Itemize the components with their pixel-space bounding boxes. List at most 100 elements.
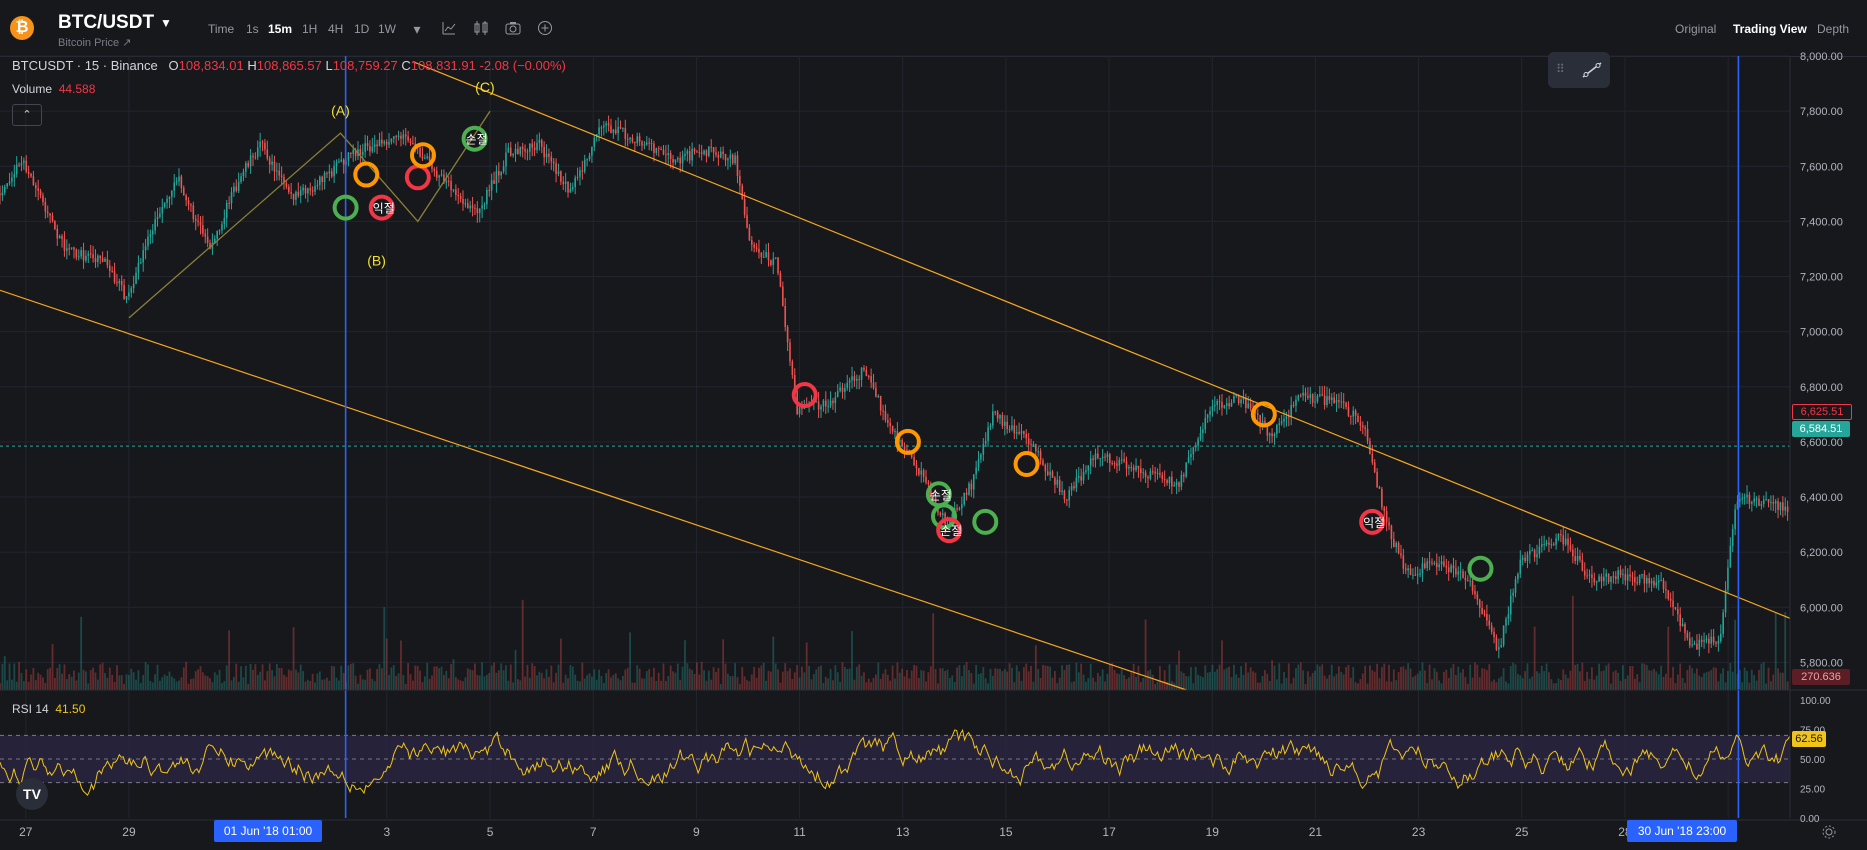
volume-bar	[650, 676, 653, 690]
pair-dropdown-caret-icon[interactable]: ▼	[160, 16, 172, 30]
candle-body	[834, 397, 837, 404]
candle-body	[1428, 561, 1431, 563]
volume-bar	[1065, 664, 1068, 690]
volume-bar	[1557, 678, 1560, 690]
candle-body	[264, 142, 266, 150]
volume-bar	[464, 677, 467, 690]
tradingview-logo-icon[interactable]: TV	[16, 778, 48, 810]
volume-bar	[548, 676, 550, 690]
view-tab-depth[interactable]: Depth	[1817, 22, 1850, 36]
volume-bar	[1042, 664, 1044, 690]
trend-line-tool-icon[interactable]	[1580, 60, 1604, 85]
timeframe-15m[interactable]: 15m	[268, 22, 293, 36]
plus-circle-icon[interactable]	[536, 20, 554, 38]
candle-body	[1321, 394, 1324, 396]
timeframe-time[interactable]: Time	[208, 22, 235, 36]
candle-body	[6, 183, 8, 187]
volume-bar	[1182, 673, 1185, 690]
rsi-label[interactable]: RSI 14	[12, 702, 49, 716]
volume-bar	[1495, 682, 1498, 690]
collapse-legend-button[interactable]: ⌃	[12, 104, 42, 126]
timeframe-1h[interactable]: 1H	[302, 22, 318, 36]
settings-icon[interactable]	[1820, 824, 1838, 842]
candle-body	[426, 156, 429, 159]
volume-bar	[1617, 672, 1620, 690]
candle-body	[82, 250, 85, 261]
indicators-icon[interactable]	[472, 20, 490, 38]
volume-bar	[1297, 664, 1300, 690]
volume-bar	[1192, 683, 1195, 690]
volume-bar	[760, 665, 763, 690]
pair-subtitle[interactable]: Bitcoin Price ↗	[58, 37, 132, 49]
candle-body	[347, 152, 350, 161]
candle-body	[824, 400, 827, 407]
grip-icon[interactable]: ⠿	[1556, 62, 1565, 76]
volume-bar	[1743, 667, 1746, 690]
candle-body	[433, 168, 436, 171]
candle-body	[1106, 454, 1109, 458]
volume-bar	[1151, 674, 1154, 690]
candle-body	[151, 230, 154, 235]
volume-bar	[225, 665, 228, 690]
candle-body	[1202, 429, 1204, 434]
y-tick-label: 7,400.00	[1800, 216, 1843, 228]
candle-body	[240, 176, 242, 182]
volume-bar	[283, 674, 285, 690]
y-tick-label: 7,800.00	[1800, 106, 1843, 118]
volume-bar	[1216, 669, 1219, 690]
candle-body	[841, 387, 844, 392]
volume-bar	[879, 678, 882, 690]
pair-title[interactable]: BTC/USDT	[58, 12, 155, 33]
volume-bar	[371, 678, 374, 690]
chevron-down-icon[interactable]: ▾	[413, 21, 421, 37]
candle-body	[1684, 624, 1686, 633]
legend-symbol[interactable]: BTCUSDT · 15 · Binance	[12, 58, 158, 73]
volume-bar	[999, 668, 1001, 690]
last-price-tag: 6,625.51	[1792, 404, 1852, 420]
view-tab-trading-view[interactable]: Trading View	[1733, 22, 1807, 36]
volume-bar	[426, 662, 429, 690]
candle-body	[268, 158, 271, 165]
trade-marker-red	[1359, 508, 1386, 535]
candle-body	[56, 228, 59, 239]
volume-bar	[731, 676, 734, 690]
candle-body	[875, 387, 877, 397]
volume-bar	[421, 682, 424, 690]
candle-body	[552, 161, 555, 164]
timeframe-1d[interactable]: 1D	[354, 22, 370, 36]
volume-bar	[259, 671, 262, 690]
volume-bar	[77, 672, 80, 690]
volume-bar	[438, 668, 441, 690]
candle-body	[1765, 499, 1767, 501]
volume-bar	[1101, 669, 1104, 690]
line-chart-icon[interactable]	[440, 20, 458, 38]
drawing-toolbar[interactable]: ⠿	[1548, 52, 1610, 88]
volume-bar	[213, 672, 216, 690]
volume-bar	[1314, 670, 1316, 690]
volume-bar	[385, 638, 388, 690]
volume-bar	[641, 678, 643, 690]
candle-body	[526, 151, 529, 153]
volume-bar	[173, 678, 176, 690]
volume-label[interactable]: Volume	[12, 82, 53, 96]
volume-bar	[419, 670, 421, 690]
timeframe-4h[interactable]: 4H	[328, 22, 344, 36]
trade-marker-orange	[1250, 401, 1277, 428]
candle-body	[404, 134, 407, 137]
timeframe-1w[interactable]: 1W	[378, 22, 396, 36]
volume-bar	[13, 663, 16, 690]
candle-body	[1046, 471, 1049, 476]
camera-icon[interactable]	[504, 20, 522, 38]
crosshair-date-tag-right: 30 Jun '18 23:00	[1627, 820, 1737, 842]
volume-bar	[44, 682, 47, 690]
volume-bar	[1354, 682, 1357, 690]
candle-body	[328, 171, 331, 174]
candle-body	[722, 151, 724, 155]
candle-body	[435, 170, 438, 178]
view-tab-original[interactable]: Original	[1675, 22, 1717, 36]
trade-marker-red	[368, 194, 395, 221]
candle-body	[1056, 479, 1059, 485]
candle-body	[311, 190, 314, 192]
timeframe-1s[interactable]: 1s	[246, 22, 259, 36]
